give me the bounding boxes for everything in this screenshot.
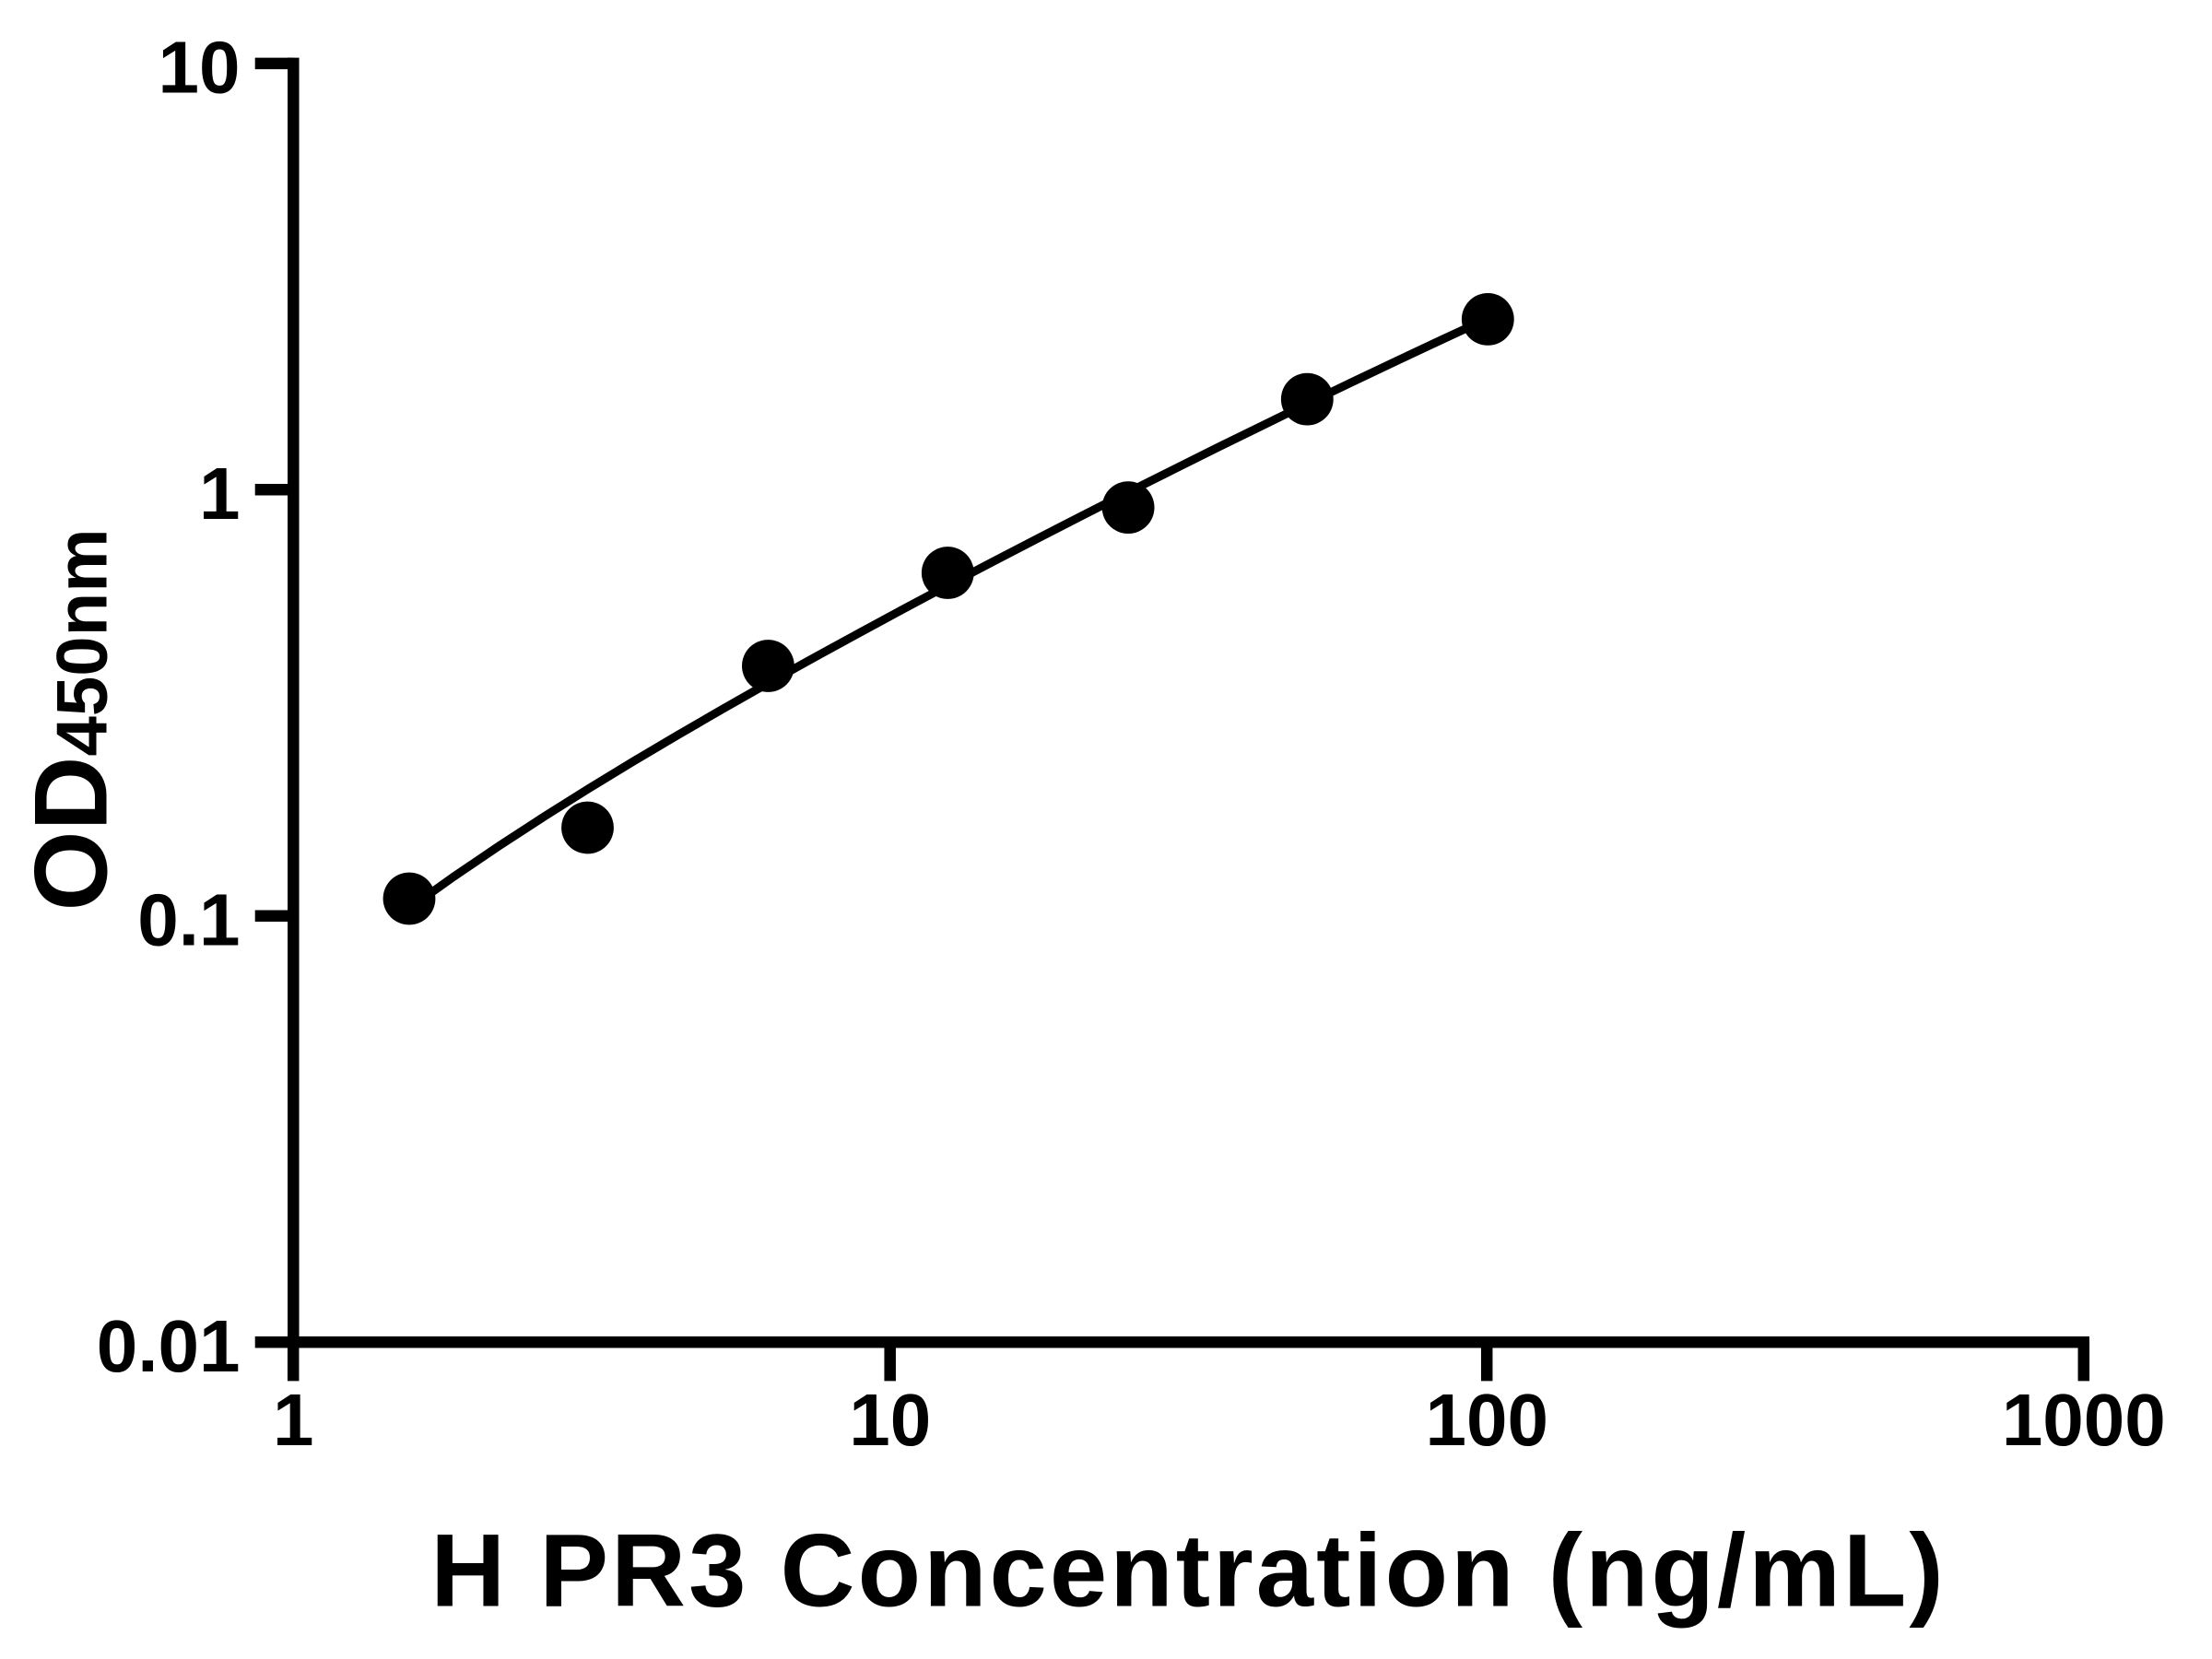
svg-text:OD450nm: OD450nm <box>14 528 129 911</box>
svg-text:1000: 1000 <box>2002 1379 2166 1461</box>
svg-text:0.1: 0.1 <box>137 878 240 960</box>
svg-text:1: 1 <box>199 453 241 535</box>
svg-text:H PR3 Concentration (ng/mL): H PR3 Concentration (ng/mL) <box>430 1512 1946 1628</box>
svg-text:0.01: 0.01 <box>97 1305 241 1387</box>
svg-text:10: 10 <box>849 1379 931 1461</box>
svg-text:100: 100 <box>1425 1379 1547 1461</box>
svg-text:10: 10 <box>159 26 241 108</box>
svg-text:1: 1 <box>273 1379 314 1461</box>
